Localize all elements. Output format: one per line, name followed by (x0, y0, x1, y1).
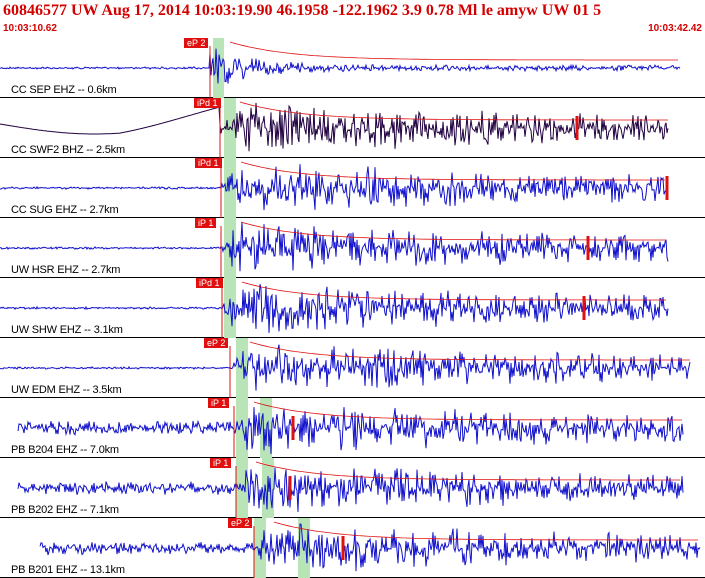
amplitude-marker (586, 236, 590, 260)
amplitude-marker (341, 536, 345, 560)
time-start-label: 10:03:10.62 (3, 23, 57, 34)
coda-curve (249, 341, 690, 361)
pick-label[interactable]: iP 1 (195, 218, 217, 228)
amplitude-marker (291, 416, 295, 440)
waveform-trace (17, 467, 684, 512)
coda-curve (240, 221, 665, 241)
coda-curve (241, 281, 666, 301)
pick-window (254, 518, 266, 578)
coda-curve (239, 101, 668, 121)
coda-curve (240, 161, 665, 181)
channel-label: CC SEP EHZ -- 0.6km (10, 84, 118, 96)
waveform-trace (0, 344, 691, 391)
pick-window (236, 398, 248, 458)
coda-curve (253, 401, 682, 421)
waveform-trace (17, 407, 684, 454)
pick-label[interactable]: iPd 1 (194, 98, 221, 108)
channel-label: UW EDM EHZ -- 3.5km (10, 384, 123, 396)
pick-label[interactable]: iP 1 (208, 398, 230, 408)
channel-label: PB B204 EHZ -- 7.0km (10, 444, 120, 456)
event-title: 60846577 UW Aug 17, 2014 10:03:19.90 46.… (3, 2, 602, 19)
waveform-trace (0, 102, 669, 152)
channel-label: UW SHW EHZ -- 3.1km (10, 324, 124, 336)
pick-window (260, 398, 272, 458)
pick-label[interactable]: iP 1 (210, 458, 232, 468)
waveform-trace (39, 523, 701, 572)
waveform-trace (0, 283, 669, 333)
pick-window (224, 278, 236, 338)
channel-label: PB B202 EHZ -- 7.1km (10, 504, 120, 516)
pick-label[interactable]: eP 2 (204, 338, 229, 348)
event-header: 60846577 UW Aug 17, 2014 10:03:19.90 46.… (0, 0, 705, 38)
amplitude-marker (288, 476, 292, 500)
waveform-trace (0, 222, 669, 272)
pick-window (224, 158, 236, 218)
amplitude-marker (575, 116, 579, 140)
channel-label: CC SUG EHZ -- 2.7km (10, 204, 120, 216)
channel-label: CC SWF2 BHZ -- 2.5km (10, 144, 126, 156)
pick-label[interactable]: iPd 1 (196, 278, 223, 288)
channel-label: PB B201 EHZ -- 13.1km (10, 564, 126, 576)
pick-label[interactable]: eP 2 (228, 518, 253, 528)
coda-curve (229, 41, 678, 61)
amplitude-marker (582, 296, 586, 320)
coda-curve (255, 461, 680, 481)
amplitude-marker (665, 176, 669, 200)
pick-label[interactable]: iPd 1 (195, 158, 222, 168)
pick-window (236, 338, 248, 398)
waveform-trace (0, 48, 681, 84)
waveform-trace (0, 164, 669, 211)
coda-curve (273, 521, 698, 541)
channel-label: UW HSR EHZ -- 2.7km (10, 264, 122, 276)
seismogram-panel[interactable] (0, 38, 705, 578)
time-end-label: 10:03:42.42 (648, 23, 702, 34)
pick-label[interactable]: eP 2 (184, 38, 209, 48)
